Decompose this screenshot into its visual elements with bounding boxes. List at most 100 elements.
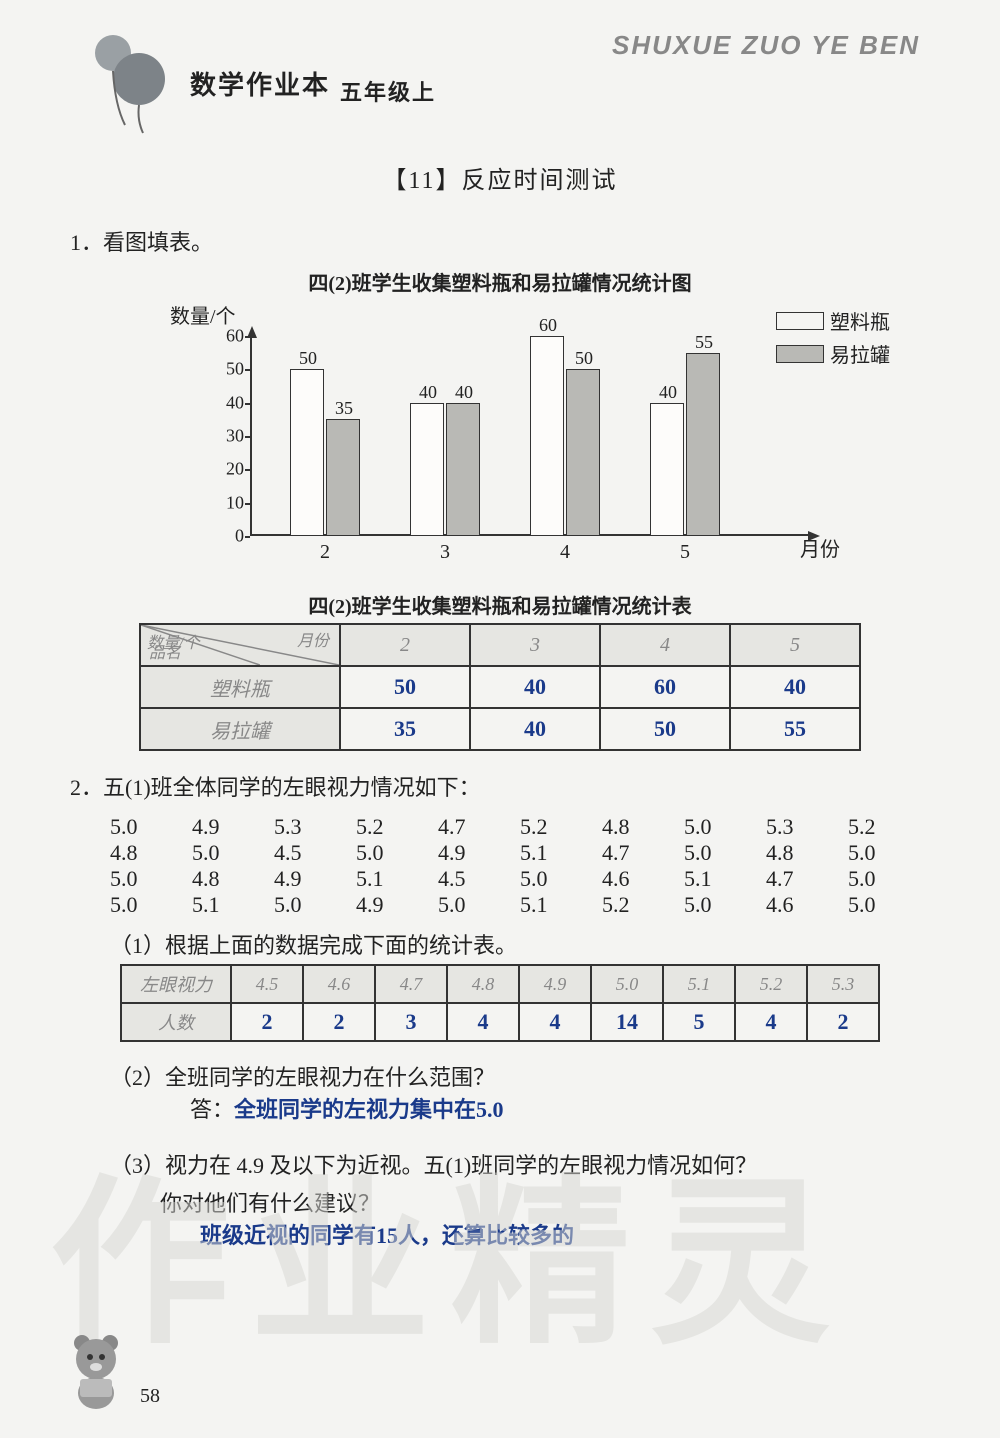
table1-corner: 月份 数量/个 品名 <box>140 624 340 666</box>
book-title: 数学作业本 <box>190 65 330 102</box>
table2-val-0: 2 <box>231 1003 303 1041</box>
vision-r1c3: 5.0 <box>356 840 438 866</box>
vision-r2c3: 5.1 <box>356 866 438 892</box>
table1-r1c0: 35 <box>340 708 470 750</box>
table2-col-1: 4.6 <box>303 965 375 1003</box>
table2-val-5: 14 <box>591 1003 663 1041</box>
question-1-label: 1．看图填表。 <box>70 225 930 257</box>
table2-col-3: 4.8 <box>447 965 519 1003</box>
answer-text: 全班同学的左视力集中在5.0 <box>234 1097 504 1122</box>
vision-r2c4: 4.5 <box>438 866 520 892</box>
vision-r0c3: 5.2 <box>356 814 438 840</box>
bear-decor <box>60 1323 140 1418</box>
vision-r3c6: 5.2 <box>602 892 684 918</box>
bar-2-1: 35 <box>326 419 360 536</box>
q2-sub3-label-l2: 你对他们有什么建议？ <box>160 1186 930 1218</box>
chart-title: 四(2)班学生收集塑料瓶和易拉罐情况统计图 <box>70 267 930 296</box>
vision-r3c5: 5.1 <box>520 892 602 918</box>
vision-r3c9: 5.0 <box>848 892 930 918</box>
vision-r1c9: 5.0 <box>848 840 930 866</box>
vision-r2c8: 4.7 <box>766 866 848 892</box>
answer-p1: 班级近视的同学有 <box>200 1223 376 1248</box>
table1-row0-label: 塑料瓶 <box>140 666 340 708</box>
table1-r0c2: 60 <box>600 666 730 708</box>
vision-r2c1: 4.8 <box>192 866 274 892</box>
table1-col-3: 5 <box>730 624 860 666</box>
vision-r1c6: 4.7 <box>602 840 684 866</box>
vision-r2c0: 5.0 <box>110 866 192 892</box>
vision-r0c1: 4.9 <box>192 814 274 840</box>
table2-val-8: 2 <box>807 1003 879 1041</box>
vision-r1c8: 4.8 <box>766 840 848 866</box>
q2-sub2-answer: 答：全班同学的左视力集中在5.0 <box>190 1092 930 1124</box>
bar-4-1: 50 <box>566 369 600 536</box>
table2-col-4: 4.9 <box>519 965 591 1003</box>
legend-label-s2: 易拉罐 <box>830 339 890 368</box>
table2-val-1: 2 <box>303 1003 375 1041</box>
vision-r2c6: 4.6 <box>602 866 684 892</box>
vision-r1c1: 5.0 <box>192 840 274 866</box>
table2-val-4: 4 <box>519 1003 591 1041</box>
vision-r1c2: 4.5 <box>274 840 356 866</box>
question-2-label: 2．五(1)班全体同学的左眼视力情况如下： <box>70 771 930 804</box>
balloon-decor <box>65 25 175 140</box>
bar-label-4-1: 50 <box>567 348 601 369</box>
table-1: 月份 数量/个 品名 2 3 4 5 塑料瓶 50 40 60 40 易拉罐 3… <box>139 623 861 751</box>
table1-corner-top: 月份 <box>297 627 329 651</box>
bar-label-3-0: 40 <box>411 382 445 403</box>
vision-r3c8: 4.6 <box>766 892 848 918</box>
bar-label-5-1: 55 <box>687 332 721 353</box>
vision-r0c7: 5.0 <box>684 814 766 840</box>
table2-col-5: 5.0 <box>591 965 663 1003</box>
ytick-20: 20 <box>212 459 244 480</box>
vision-r1c5: 5.1 <box>520 840 602 866</box>
q2-sub3-answer: 班级近视的同学有15人，还算比较多的 <box>200 1218 930 1250</box>
table2-col-8: 5.3 <box>807 965 879 1003</box>
table2-col-6: 5.1 <box>663 965 735 1003</box>
table2-val-3: 4 <box>447 1003 519 1041</box>
ytick-10: 10 <box>212 492 244 513</box>
table2-val-2: 3 <box>375 1003 447 1041</box>
table1-row1-label: 易拉罐 <box>140 708 340 750</box>
bar-label-2-1: 35 <box>327 398 361 419</box>
ytick-40: 40 <box>212 392 244 413</box>
answer-num: 15 <box>376 1223 398 1248</box>
table1-title: 四(2)班学生收集塑料瓶和易拉罐情况统计表 <box>70 590 930 619</box>
legend-swatch-s1 <box>776 312 824 330</box>
table2-col-2: 4.7 <box>375 965 447 1003</box>
vision-r0c4: 4.7 <box>438 814 520 840</box>
bar-2-0: 50 <box>290 369 324 536</box>
vision-r3c0: 5.0 <box>110 892 192 918</box>
vision-r2c5: 5.0 <box>520 866 602 892</box>
bar-chart: 数量/个 塑料瓶 易拉罐 月份 010203040506050352404036… <box>150 306 850 586</box>
table1-r1c3: 55 <box>730 708 860 750</box>
vision-r3c1: 5.1 <box>192 892 274 918</box>
bar-3-0: 40 <box>410 403 444 536</box>
table1-r0c1: 40 <box>470 666 600 708</box>
table1-r0c0: 50 <box>340 666 470 708</box>
answer-prefix: 答： <box>190 1097 234 1122</box>
bar-label-3-1: 40 <box>447 382 481 403</box>
x-axis-label: 月份 <box>800 533 840 562</box>
table1-col-1: 3 <box>470 624 600 666</box>
bar-label-4-0: 60 <box>531 315 565 336</box>
vision-r0c6: 4.8 <box>602 814 684 840</box>
table2-rowlabel-1: 左眼视力 <box>121 965 231 1003</box>
bar-4-0: 60 <box>530 336 564 536</box>
table-2: 左眼视力4.54.64.74.84.95.05.15.25.3 人数223441… <box>120 964 880 1042</box>
section-title: 【11】反应时间测试 <box>70 160 930 195</box>
vision-r3c2: 5.0 <box>274 892 356 918</box>
vision-r3c4: 5.0 <box>438 892 520 918</box>
vision-r2c2: 4.9 <box>274 866 356 892</box>
xtick-4: 4 <box>515 541 615 564</box>
bar-5-0: 40 <box>650 403 684 536</box>
table2-col-0: 4.5 <box>231 965 303 1003</box>
table1-col-2: 4 <box>600 624 730 666</box>
ytick-60: 60 <box>212 326 244 347</box>
table1-r1c2: 50 <box>600 708 730 750</box>
ytick-30: 30 <box>212 426 244 447</box>
table2-val-7: 4 <box>735 1003 807 1041</box>
vision-r0c9: 5.2 <box>848 814 930 840</box>
vision-r1c4: 4.9 <box>438 840 520 866</box>
vision-r0c5: 5.2 <box>520 814 602 840</box>
